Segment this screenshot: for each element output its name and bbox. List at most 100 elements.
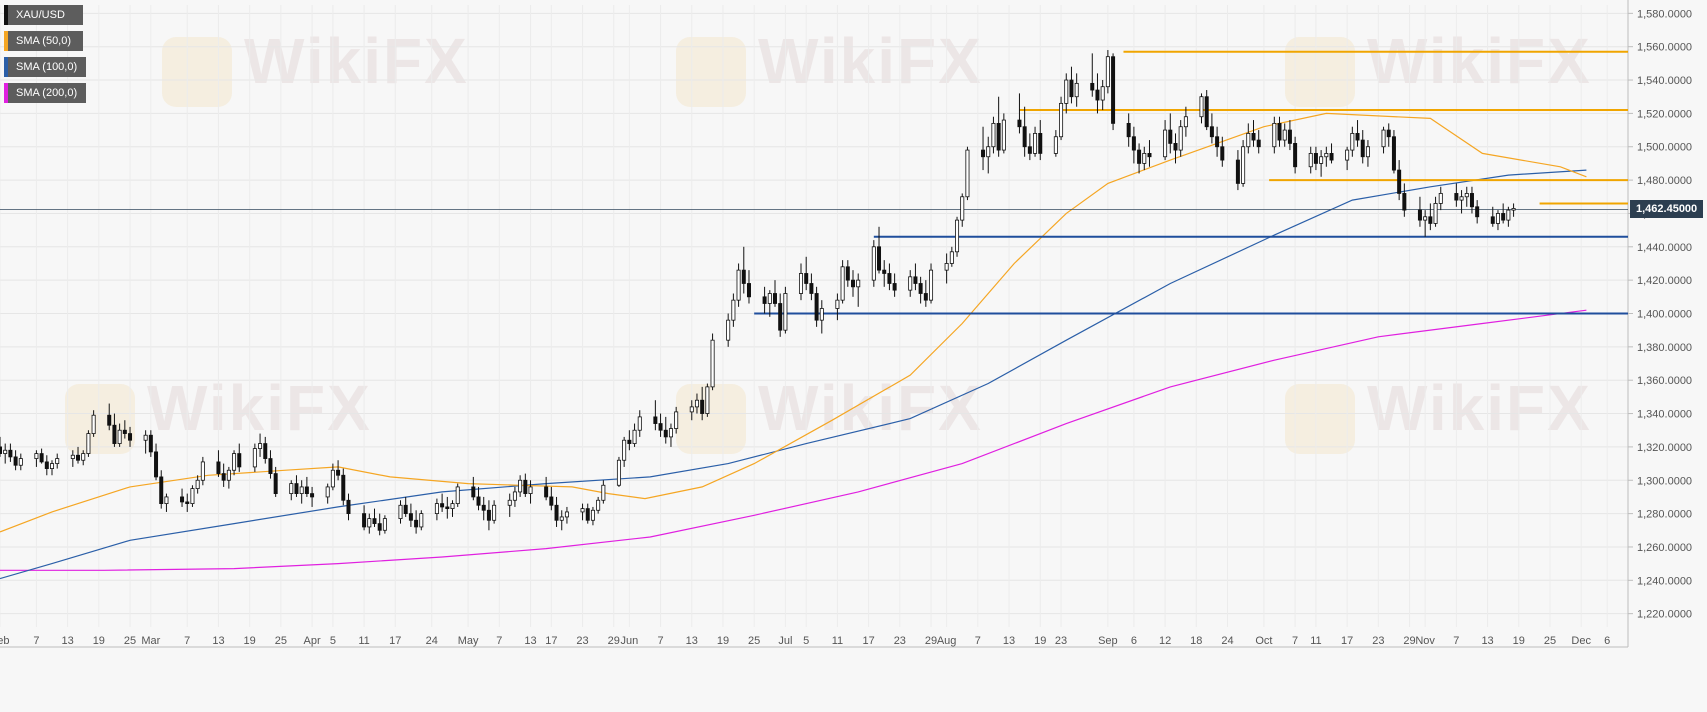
legend-item-sma-50[interactable]: SMA (50,0) (4, 31, 83, 51)
candle-up (1319, 156, 1324, 164)
candle-up (1241, 146, 1246, 184)
candle-down (237, 453, 242, 468)
candle-down (273, 473, 278, 494)
candle-down (523, 479, 528, 494)
x-tick-label: 7 (975, 635, 981, 647)
candle-up (528, 486, 533, 494)
candle-down (882, 269, 887, 274)
x-tick-label: 17 (545, 635, 557, 647)
x-tick-label: 29 (608, 635, 620, 647)
x-tick-label: 25 (275, 635, 287, 647)
candle-down (746, 283, 751, 298)
x-tick-label: Sep (1098, 635, 1118, 647)
x-tick-label: 7 (33, 635, 39, 647)
candle-down (221, 473, 226, 481)
x-tick-label: 23 (894, 635, 906, 647)
candle-up (512, 491, 517, 501)
x-tick-label: 6 (1604, 635, 1610, 647)
candle-up (86, 433, 91, 454)
candle-up (252, 448, 257, 468)
candle-down (1428, 216, 1433, 224)
candle-up (871, 246, 876, 281)
candle-down (554, 504, 559, 521)
candle-up (1001, 119, 1006, 151)
candle-up (1423, 216, 1428, 221)
candle-up (949, 251, 954, 264)
y-tick-label: 1,400.0000 (1637, 308, 1692, 320)
candle-up (1433, 203, 1438, 224)
x-tick-label: 13 (61, 635, 73, 647)
x-tick-label: 19 (1513, 635, 1525, 647)
candle-up (1178, 126, 1183, 151)
candle-down (1454, 193, 1459, 201)
x-tick-label: 24 (426, 635, 438, 647)
candle-down (216, 461, 221, 474)
candle-up (190, 488, 195, 505)
candle-down (1027, 146, 1032, 154)
candle-up (195, 479, 200, 489)
candle-down (627, 439, 632, 444)
candle-up (668, 428, 673, 438)
x-tick-label: Feb (0, 635, 9, 647)
candle-down (304, 486, 309, 494)
candle-down (185, 501, 190, 505)
candle-up (1365, 146, 1370, 158)
candle-up (694, 399, 699, 408)
candle-up (929, 269, 934, 301)
candle-up (70, 454, 75, 459)
candle-down (8, 449, 13, 458)
candle-up (944, 263, 949, 271)
x-tick-label: 6 (1131, 635, 1137, 647)
candle-down (892, 283, 897, 291)
x-tick-label: 17 (862, 635, 874, 647)
candle-down (341, 474, 346, 501)
candle-up (1199, 96, 1204, 118)
candle-down (1313, 153, 1318, 164)
candle-up (1033, 133, 1038, 154)
candle-down (804, 273, 809, 284)
y-tick-label: 1,440.0000 (1637, 242, 1692, 254)
candle-down (762, 296, 767, 304)
candle-down (1287, 129, 1292, 144)
candle-down (414, 519, 419, 528)
legend-swatch (4, 5, 8, 25)
x-tick-label: 13 (524, 635, 536, 647)
candle-up (299, 486, 304, 494)
candle-up (34, 453, 39, 459)
candle-up (55, 458, 60, 464)
y-tick-label: 1,580.0000 (1637, 8, 1692, 20)
candle-up (3, 449, 8, 454)
candle-down (877, 246, 882, 271)
candle-up (710, 339, 715, 388)
candle-up (330, 469, 335, 488)
candle-up (398, 504, 403, 520)
candle-down (0, 446, 3, 454)
candle-down (148, 434, 153, 453)
candle-up (705, 386, 710, 414)
chart-legend: XAU/USD SMA (50,0) SMA (100,0) SMA (200,… (4, 5, 87, 109)
candle-up (590, 509, 595, 521)
candle-down (112, 424, 117, 444)
candle-down (336, 469, 341, 476)
candle-up (767, 293, 772, 304)
candle-down (403, 504, 408, 515)
candle-up (840, 266, 845, 301)
candle-up (596, 499, 601, 511)
legend-item-sma-200[interactable]: SMA (200,0) (4, 83, 87, 103)
x-tick-label: Jul (778, 635, 792, 647)
candle-up (856, 279, 861, 288)
x-tick-label: 17 (389, 635, 401, 647)
candle-up (367, 518, 372, 528)
candle-up (50, 463, 55, 469)
legend-item-xauusd[interactable]: XAU/USD (4, 5, 83, 25)
legend-item-sma-100[interactable]: SMA (100,0) (4, 57, 87, 77)
candle-down (1204, 96, 1209, 128)
y-tick-label: 1,320.0000 (1637, 442, 1692, 454)
candle-up (289, 483, 294, 494)
y-tick-label: 1,380.0000 (1637, 342, 1692, 354)
candle-down (263, 443, 268, 459)
candle-up (1308, 153, 1313, 168)
candle-up (819, 308, 824, 321)
candle-down (741, 269, 746, 284)
